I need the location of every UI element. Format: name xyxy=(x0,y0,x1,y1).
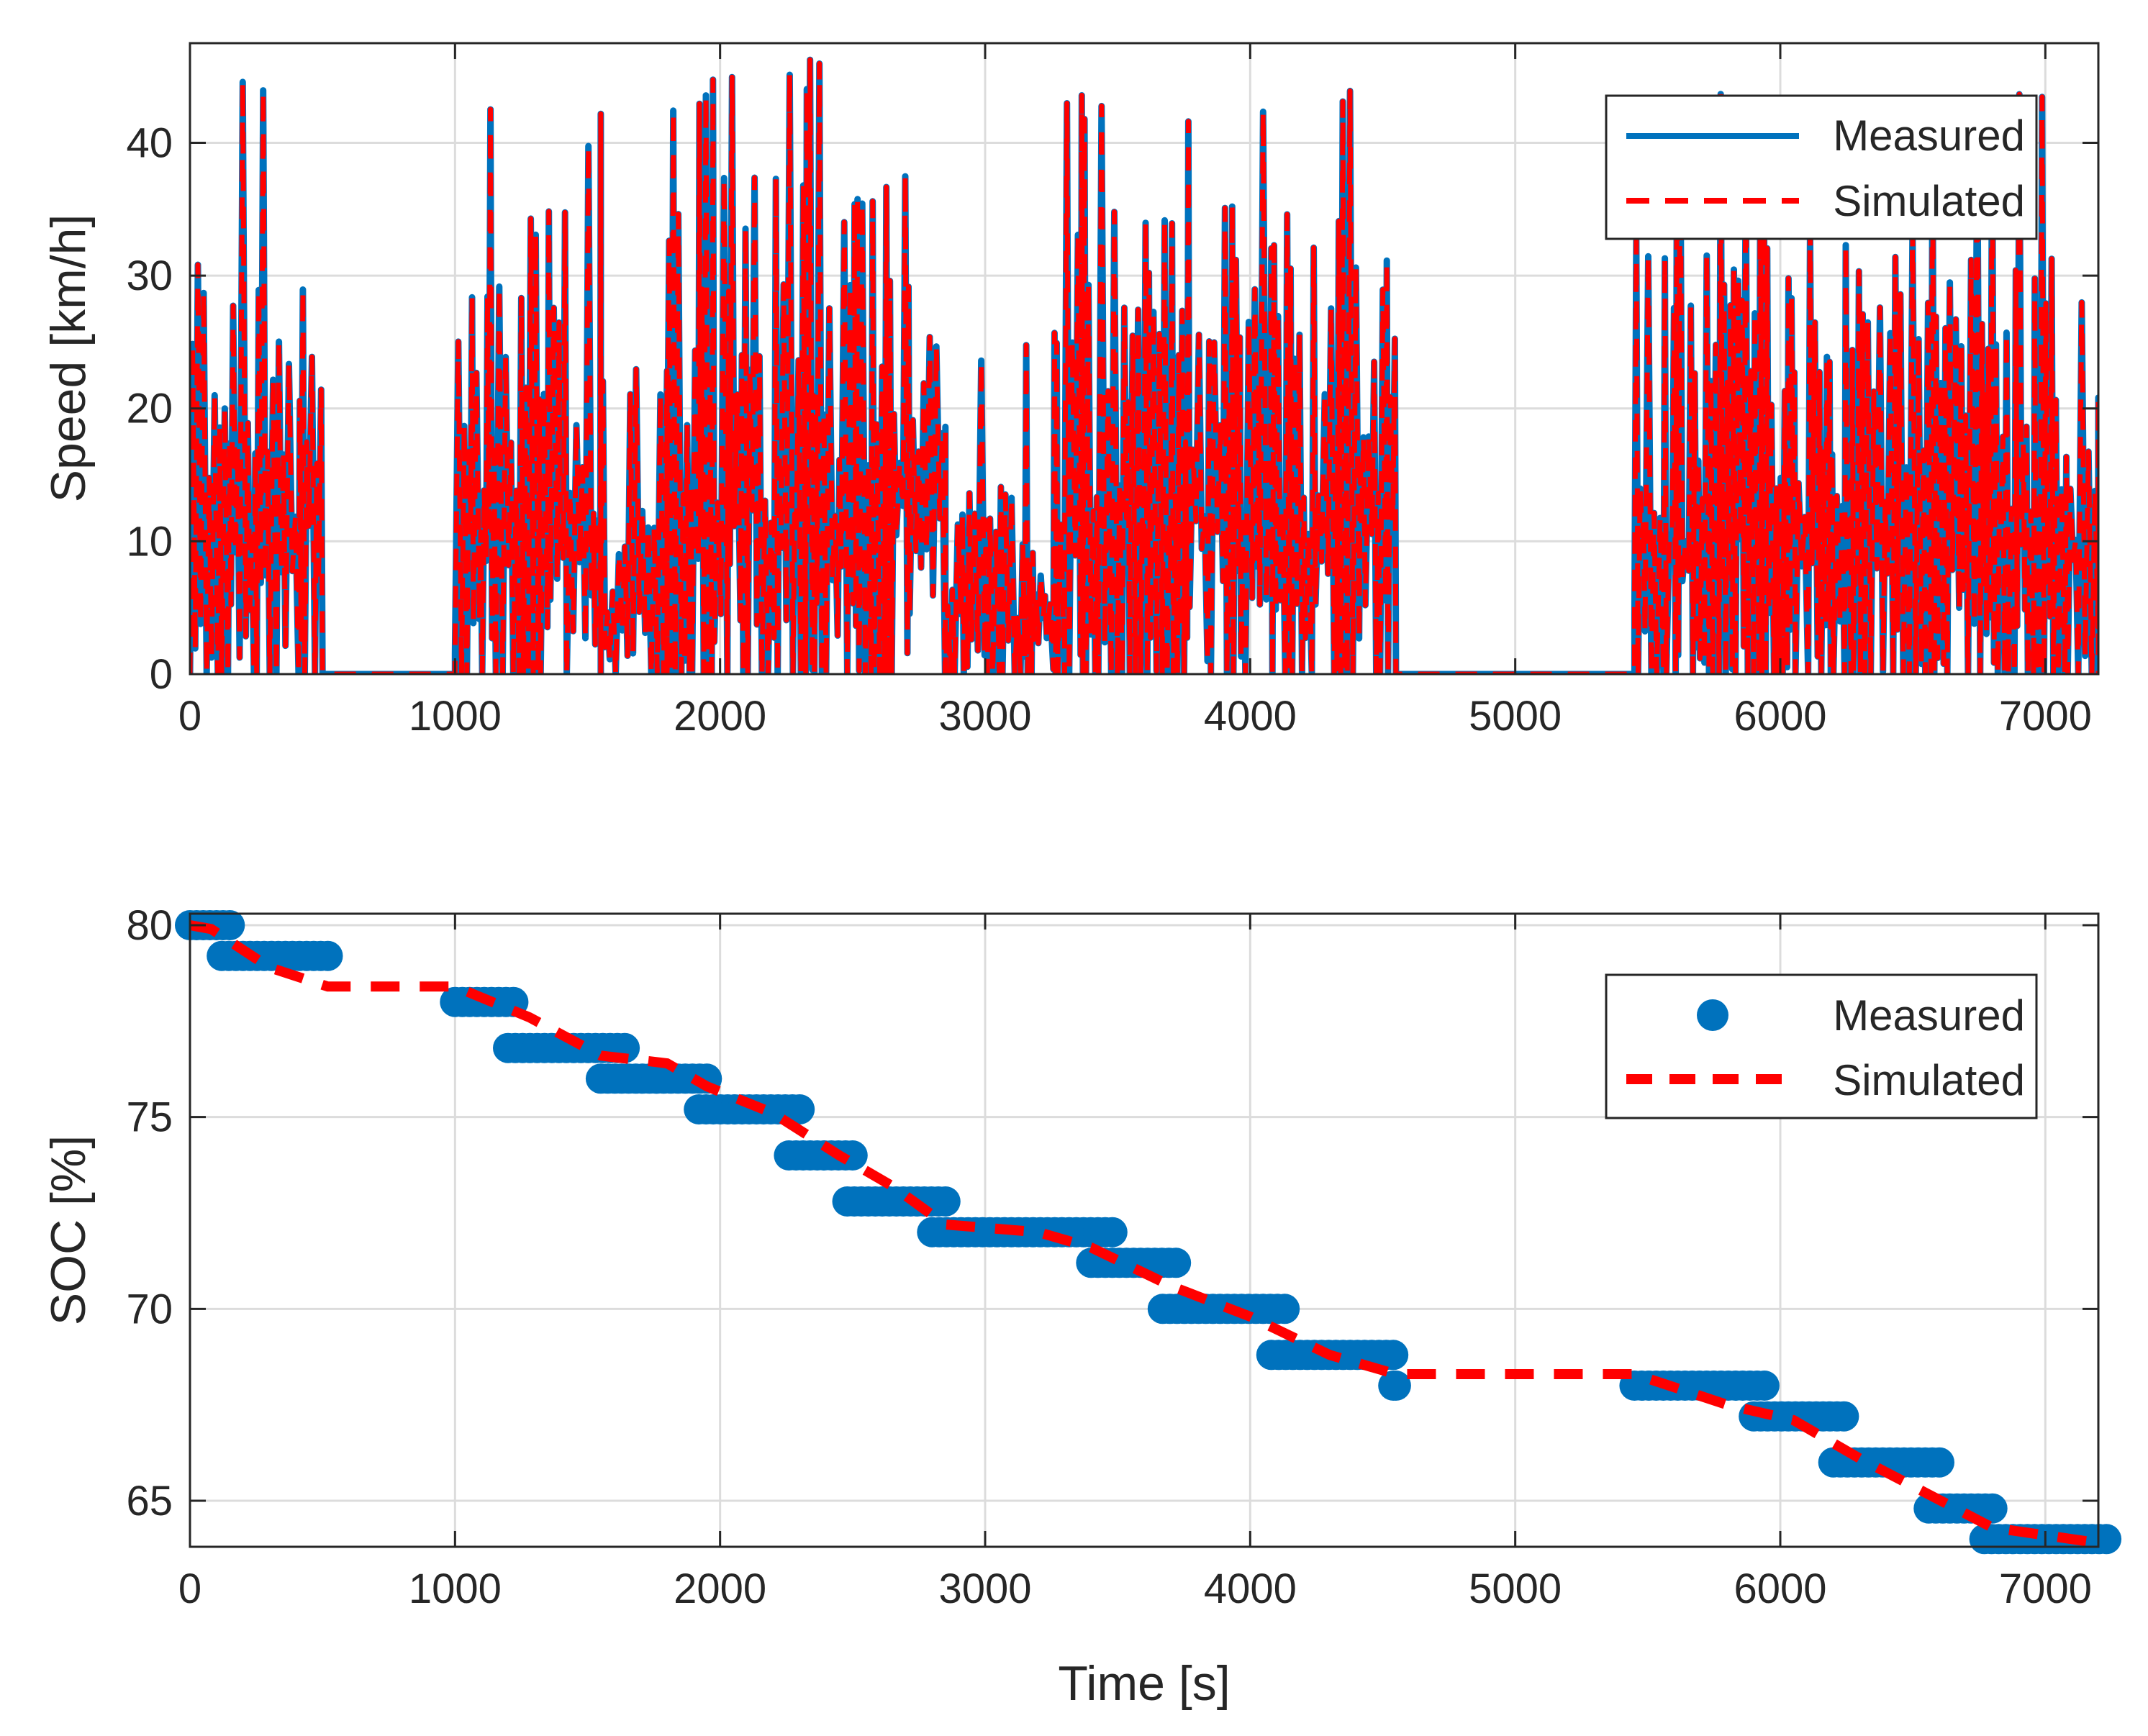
soc-legend: Measured Simulated xyxy=(1605,973,2038,1119)
soc-legend-simulated-label: Simulated xyxy=(1833,1056,2025,1104)
speed-axes-box xyxy=(189,42,2100,676)
speed-ylabel: Speed [km/h] xyxy=(41,214,96,503)
speed-subplot: 0 1000 2000 3000 4000 5000 6000 7000 0 10 20 30 40 S… xyxy=(41,42,2100,740)
speed-legend-box xyxy=(1605,94,2038,240)
speed-xtick-label: 7000 xyxy=(1999,693,2092,740)
soc-measured-point xyxy=(2091,1524,2122,1555)
soc-legend-measured-marker xyxy=(1697,999,1728,1031)
soc-xtick-label: 7000 xyxy=(1999,1565,2092,1612)
soc-measured-point xyxy=(1380,1371,1411,1401)
soc-xlabel: Time [s] xyxy=(1058,1656,1230,1711)
soc-measured-point xyxy=(784,1094,815,1124)
speed-ytick-label: 30 xyxy=(126,253,173,299)
speed-ticks: 0 1000 2000 3000 4000 5000 6000 7000 0 10 20 30 40 xyxy=(126,43,2098,740)
soc-measured-point xyxy=(1749,1371,1780,1401)
soc-xtick-label: 1000 xyxy=(409,1565,502,1612)
speed-xtick-label: 0 xyxy=(178,693,201,740)
soc-measured-point xyxy=(214,910,245,940)
speed-xtick-label: 6000 xyxy=(1734,693,1826,740)
soc-axes-box xyxy=(189,912,2100,1548)
soc-measured-point xyxy=(1378,1340,1409,1371)
soc-xtick-label: 5000 xyxy=(1469,1565,1562,1612)
soc-ticks: 0 1000 2000 3000 4000 5000 6000 7000 65 70 75 80 xyxy=(126,902,2098,1612)
soc-subplot: 0 1000 2000 3000 4000 5000 6000 7000 65 70 75 80 SO… xyxy=(41,902,2122,1711)
speed-ytick-label: 40 xyxy=(126,119,173,166)
soc-xtick-label: 0 xyxy=(178,1565,201,1612)
soc-ytick-label: 70 xyxy=(126,1286,173,1332)
soc-measured-point xyxy=(312,940,343,971)
soc-measured-point xyxy=(1269,1294,1300,1324)
soc-xtick-label: 2000 xyxy=(674,1565,766,1612)
soc-xtick-label: 4000 xyxy=(1204,1565,1297,1612)
soc-ytick-label: 80 xyxy=(126,902,173,949)
speed-xtick-label: 5000 xyxy=(1469,693,1562,740)
soc-measured-point xyxy=(1977,1493,2008,1524)
speed-xtick-label: 3000 xyxy=(938,693,1031,740)
speed-ytick-label: 20 xyxy=(126,386,173,432)
speed-legend-measured-label: Measured xyxy=(1833,112,2025,160)
speed-xtick-label: 4000 xyxy=(1204,693,1297,740)
speed-ytick-label: 10 xyxy=(126,518,173,565)
soc-ytick-label: 75 xyxy=(126,1094,173,1141)
speed-xtick-label: 2000 xyxy=(674,693,766,740)
soc-xtick-label: 3000 xyxy=(938,1565,1031,1612)
soc-legend-box xyxy=(1605,973,2038,1119)
soc-measured-point xyxy=(1161,1248,1192,1278)
soc-measured-point xyxy=(1828,1401,1859,1432)
soc-xtick-label: 6000 xyxy=(1734,1565,1826,1612)
soc-measured-point xyxy=(1924,1447,1954,1478)
speed-simulated-line xyxy=(190,57,2098,674)
speed-ytick-label: 0 xyxy=(150,651,173,698)
soc-legend-measured-label: Measured xyxy=(1833,991,2025,1040)
speed-legend-simulated-label: Simulated xyxy=(1833,177,2025,225)
speed-legend: Measured Simulated xyxy=(1605,94,2038,240)
soc-measured-point xyxy=(1097,1217,1128,1248)
soc-measured-point xyxy=(930,1186,961,1217)
speed-xtick-label: 1000 xyxy=(409,693,502,740)
soc-ylabel: SOC [%] xyxy=(41,1135,96,1326)
soc-ytick-label: 65 xyxy=(126,1478,173,1524)
